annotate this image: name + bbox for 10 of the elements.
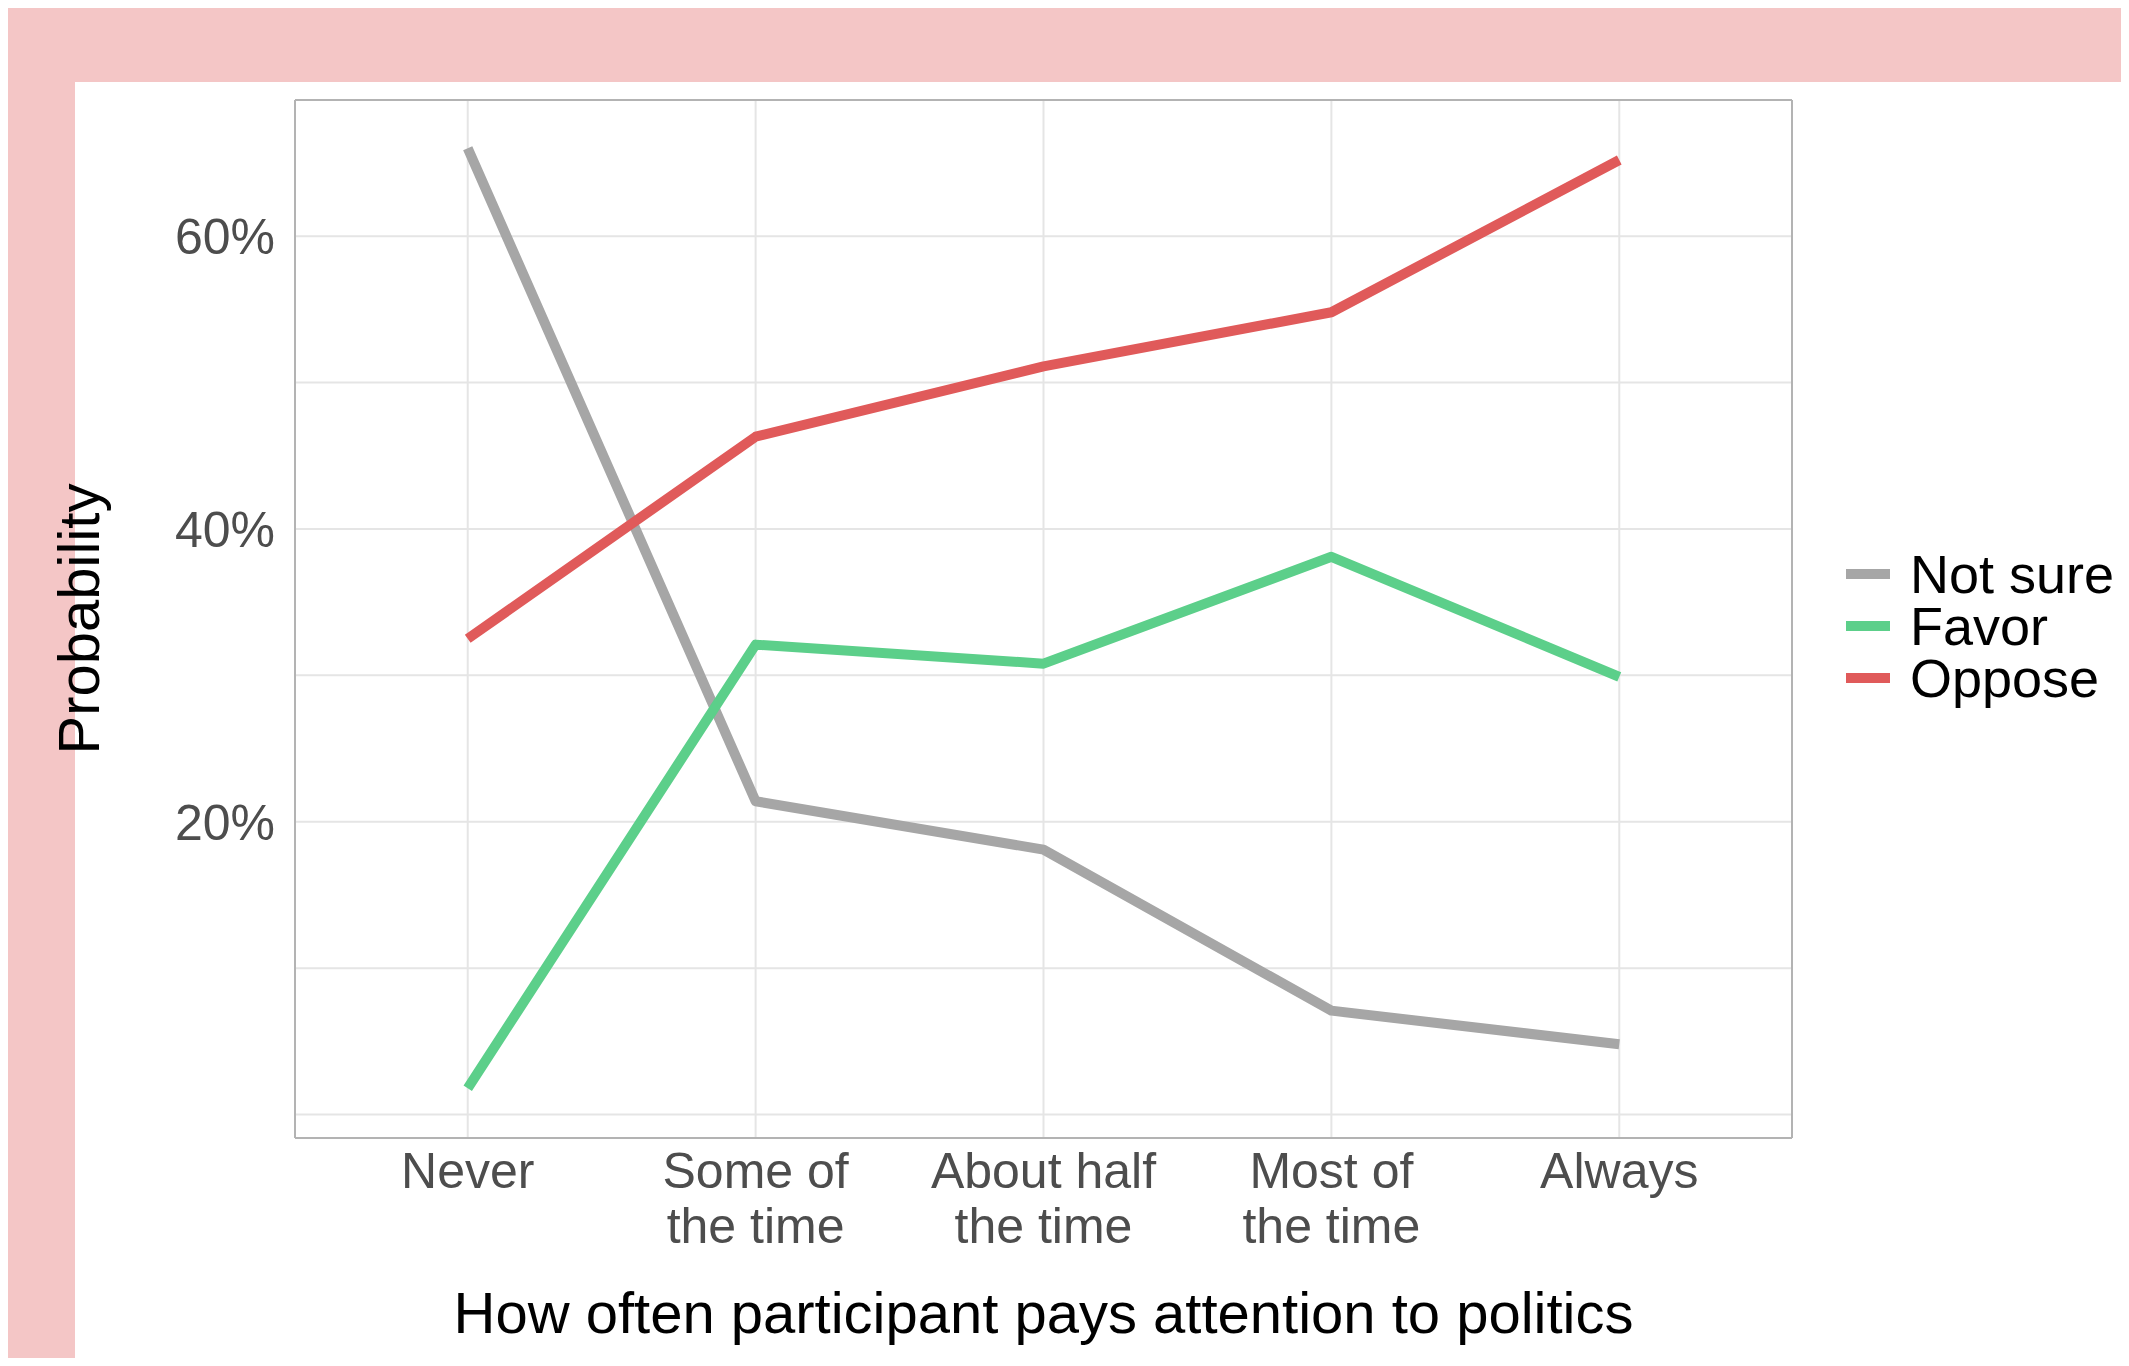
x-tick-label: Most of the time	[1242, 1143, 1421, 1254]
x-axis-title: How often participant pays attention to politics	[453, 1280, 1634, 1345]
y-axis-title: Probability	[45, 483, 111, 755]
x-tick-label: Some of the time	[662, 1143, 849, 1254]
y-tick-label: 40%	[174, 501, 275, 558]
x-tick-label: Always	[1540, 1143, 1699, 1199]
y-tick-label: 20%	[174, 794, 275, 851]
x-tick-label: About half the time	[930, 1143, 1157, 1254]
x-tick-label: Never	[401, 1143, 535, 1199]
y-tick-label: 60%	[174, 208, 275, 265]
